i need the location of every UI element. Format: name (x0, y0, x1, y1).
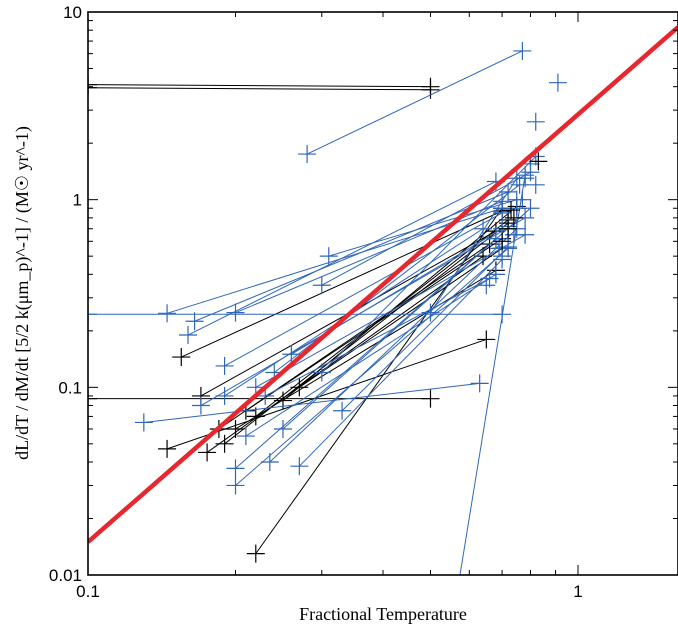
fit-line (88, 25, 678, 544)
black-point (158, 439, 177, 458)
black-point (529, 152, 548, 171)
black-segment (166, 338, 487, 450)
blue-segment (299, 259, 503, 467)
blue-segment (282, 207, 531, 430)
black-point (493, 232, 512, 251)
blue-segment (235, 248, 509, 486)
black-point (421, 389, 440, 408)
blue-segment (265, 278, 490, 397)
blue-point (226, 459, 245, 478)
blue-point (548, 73, 567, 92)
blue-segment (321, 156, 537, 373)
blue-point (215, 386, 234, 405)
black-point (88, 389, 97, 408)
black-point (215, 434, 234, 453)
blue-point (516, 169, 535, 188)
blue-segment (224, 212, 503, 367)
black-point (246, 544, 265, 563)
black-segment (282, 206, 518, 401)
blue-point (226, 476, 245, 495)
black-segment (218, 243, 490, 430)
plot-layer (88, 25, 678, 633)
blue-point (480, 269, 499, 288)
black-segment (88, 87, 431, 91)
blue-point (526, 175, 545, 194)
blue-point (191, 396, 210, 415)
black-point (421, 80, 440, 99)
blue-point (273, 419, 292, 438)
y-tick-label: 1 (73, 191, 82, 210)
blue-point (226, 303, 245, 322)
blue-point (290, 457, 309, 476)
blue-segment (255, 234, 526, 388)
blue-point (493, 203, 512, 222)
black-point (198, 443, 217, 462)
y-tick-label: 0.01 (49, 566, 82, 585)
blue-segment (187, 181, 497, 336)
y-tick-label: 10 (63, 3, 82, 22)
black-segment (299, 247, 503, 388)
x-tick-label: 1 (573, 582, 582, 601)
black-point (477, 330, 496, 349)
y-tick-label: 0.1 (58, 378, 82, 397)
blue-point (282, 345, 301, 364)
black-segment (88, 84, 431, 88)
black-segment (224, 222, 509, 445)
blue-point (312, 276, 331, 295)
blue-point (158, 304, 177, 323)
black-point (172, 348, 191, 367)
blue-point (88, 305, 97, 324)
black-point (88, 75, 97, 94)
black-segment (181, 210, 503, 358)
blue-point (526, 112, 545, 131)
black-point (88, 78, 97, 97)
black-point (246, 407, 265, 426)
blue-point (134, 413, 153, 432)
blue-point (490, 239, 509, 258)
blue-segment (341, 246, 509, 412)
blue-segment (235, 238, 497, 469)
x-tick-label: 0.1 (76, 582, 100, 601)
black-point (504, 208, 523, 227)
blue-segment (269, 228, 518, 463)
blue-point (215, 356, 234, 375)
black-point (502, 201, 521, 220)
blue-point (298, 145, 317, 164)
blue-point (333, 401, 352, 420)
blue-point (260, 453, 279, 472)
blue-point (179, 326, 198, 345)
blue-point (477, 276, 496, 295)
blue-point (319, 247, 338, 266)
blue-segment (459, 175, 526, 575)
black-segment (255, 219, 509, 417)
black-segment (255, 207, 503, 554)
black-point (499, 219, 518, 238)
blue-point (236, 427, 255, 446)
x-axis-label: Fractional Temperature (299, 604, 467, 624)
blue-segment (200, 217, 526, 406)
blue-segment (245, 273, 497, 437)
blue-point (470, 374, 489, 393)
y-axis-label: dL/dT / dM/dt [5/2 k(μm_p)^-1] / (M☉ yr^… (12, 126, 33, 460)
blue-point (185, 312, 204, 331)
blue-segment (194, 191, 509, 322)
blue-segment (328, 199, 517, 257)
blue-segment (306, 50, 523, 155)
blue-segment (166, 207, 503, 314)
blue-point (513, 41, 532, 60)
black-point (226, 419, 245, 438)
blue-segment (321, 171, 531, 286)
blue-point (442, 622, 460, 633)
blue-point (474, 219, 493, 238)
